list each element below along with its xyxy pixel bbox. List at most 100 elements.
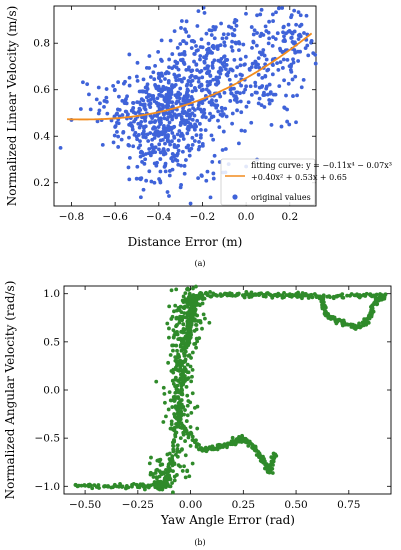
data-point	[127, 52, 132, 57]
data-point	[189, 332, 194, 337]
data-point	[313, 61, 318, 66]
data-point	[181, 294, 186, 299]
data-point	[229, 45, 234, 49]
data-point	[258, 34, 263, 39]
data-point	[142, 102, 147, 107]
data-point	[189, 356, 193, 360]
data-point	[175, 45, 180, 50]
data-point	[375, 298, 380, 302]
data-point	[244, 104, 249, 109]
data-point	[161, 147, 166, 151]
data-point	[167, 120, 172, 125]
data-point	[271, 451, 276, 456]
data-point	[178, 381, 183, 385]
data-point	[126, 485, 131, 490]
data-point	[138, 195, 143, 200]
data-point	[186, 327, 191, 332]
data-point	[198, 54, 203, 58]
data-point	[184, 19, 189, 24]
data-point	[139, 120, 144, 124]
data-point	[207, 100, 212, 105]
data-point	[163, 151, 168, 156]
data-point	[152, 114, 157, 118]
fit-curve-line	[67, 32, 313, 121]
data-point	[178, 314, 182, 319]
data-point	[218, 112, 223, 117]
data-point	[86, 484, 91, 489]
data-point	[216, 109, 221, 114]
data-point	[282, 295, 286, 299]
data-point	[269, 123, 274, 127]
data-point	[277, 293, 282, 298]
data-point	[271, 92, 276, 97]
data-point	[180, 317, 184, 322]
data-point	[188, 364, 193, 369]
data-point	[173, 365, 178, 370]
data-point	[126, 143, 131, 147]
data-point	[94, 97, 99, 102]
data-point	[172, 478, 177, 483]
data-point	[158, 79, 163, 84]
data-point	[106, 484, 110, 489]
data-point	[166, 148, 170, 152]
data-point	[238, 57, 243, 62]
data-point	[178, 304, 183, 309]
data-point	[185, 393, 190, 398]
data-point	[169, 419, 174, 424]
data-point	[254, 90, 259, 95]
data-point	[155, 96, 160, 101]
data-point	[265, 68, 270, 73]
data-point	[286, 81, 291, 86]
data-point	[292, 29, 297, 34]
data-point	[249, 120, 254, 125]
data-point	[95, 119, 100, 124]
data-point	[179, 372, 183, 377]
data-point	[184, 41, 189, 46]
data-point	[208, 79, 213, 84]
data-point	[304, 13, 309, 18]
data-point	[191, 286, 195, 291]
data-point	[163, 99, 168, 104]
data-point	[127, 156, 132, 160]
data-point	[188, 201, 193, 206]
legend-fit-label-2: +0.40x² + 0.53x + 0.65	[251, 173, 347, 182]
data-point	[294, 120, 298, 125]
data-point	[257, 96, 262, 101]
data-point	[298, 13, 303, 18]
data-point	[175, 411, 180, 416]
data-point	[145, 132, 150, 137]
data-point	[120, 113, 125, 117]
data-point	[230, 121, 235, 126]
data-point	[58, 145, 63, 150]
data-point	[197, 101, 202, 105]
data-point	[127, 83, 132, 88]
data-point	[224, 67, 228, 72]
data-point	[186, 67, 191, 72]
y-tick-label: 0.2	[33, 177, 50, 189]
data-point	[127, 75, 132, 80]
data-point	[271, 63, 275, 68]
data-point	[161, 124, 166, 128]
data-point	[246, 100, 251, 105]
data-point	[189, 83, 193, 88]
data-point	[171, 490, 175, 495]
data-point	[187, 474, 192, 479]
data-point	[188, 425, 193, 429]
data-point	[180, 330, 185, 335]
data-point	[85, 82, 90, 87]
data-point	[290, 77, 295, 82]
data-point	[223, 43, 227, 48]
data-point	[188, 122, 193, 126]
data-point	[214, 82, 219, 87]
data-point	[269, 98, 274, 103]
data-point	[198, 319, 203, 323]
data-point	[235, 65, 240, 70]
data-point	[190, 368, 195, 372]
data-point	[244, 11, 248, 16]
data-point	[200, 326, 204, 331]
data-point	[143, 157, 148, 162]
data-point	[141, 187, 146, 192]
data-point	[97, 108, 102, 113]
data-point	[158, 169, 163, 174]
data-point	[262, 93, 267, 97]
